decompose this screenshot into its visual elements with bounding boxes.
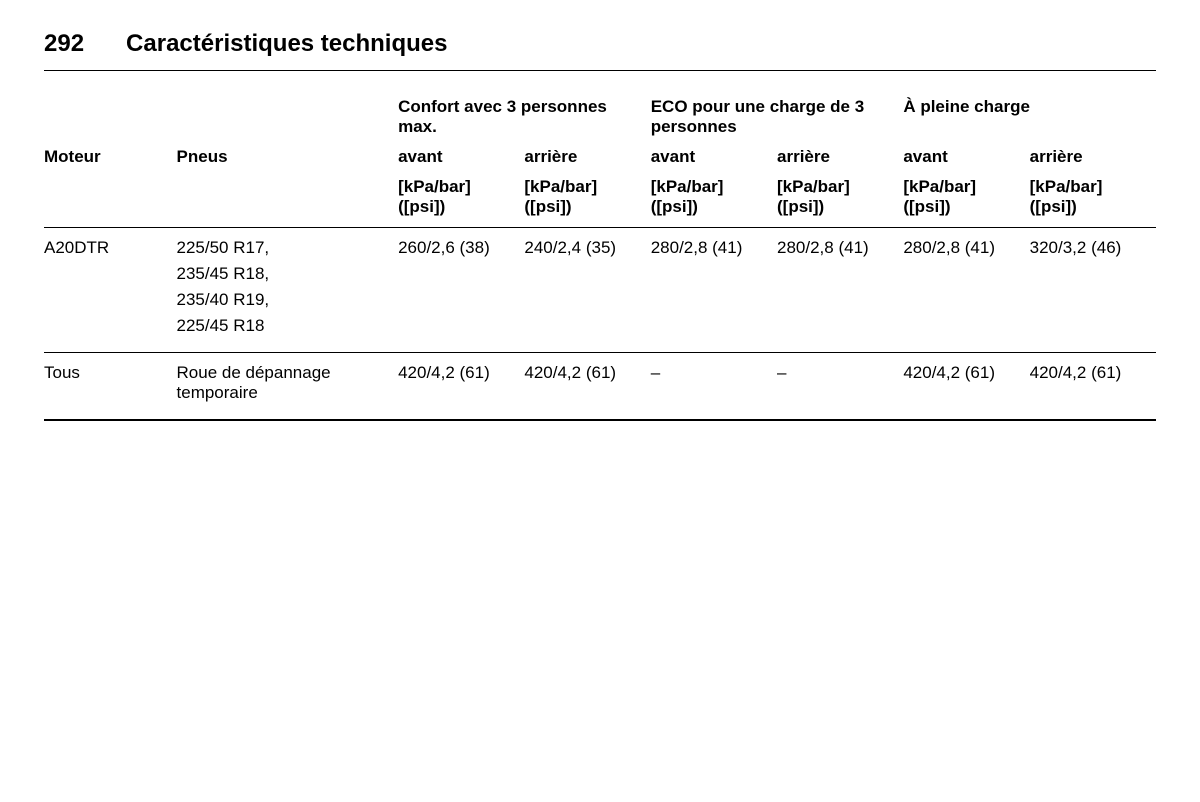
col-pneus: Pneus [177, 143, 399, 173]
col-full-front: avant [903, 143, 1029, 173]
cell-value: – [651, 353, 777, 421]
group-header-row: Confort avec 3 personnes max. ECO pour u… [44, 97, 1156, 143]
col-comfort-rear: arrière [524, 143, 650, 173]
tyre-line: 235/40 R19, [177, 290, 393, 316]
unit-cell: [kPa/bar] ([psi]) [398, 173, 524, 228]
tyre-line: Roue de dépannage temporaire [177, 363, 393, 409]
cell-value: 280/2,8 (41) [903, 228, 1029, 353]
group-eco: ECO pour une charge de 3 personnes [651, 97, 904, 143]
table-row: A20DTR 225/50 R17, 235/45 R18, 235/40 R1… [44, 228, 1156, 353]
tyre-line: 225/45 R18 [177, 316, 393, 342]
cell-value: 420/4,2 (61) [398, 353, 524, 421]
cell-pneus: 225/50 R17, 235/45 R18, 235/40 R19, 225/… [177, 228, 399, 353]
tyre-line: 225/50 R17, [177, 238, 393, 264]
cell-value: 320/3,2 (46) [1030, 228, 1156, 353]
col-comfort-front: avant [398, 143, 524, 173]
unit-cell: [kPa/bar] ([psi]) [651, 173, 777, 228]
group-full: À pleine charge [903, 97, 1156, 143]
page-header: 292 Caractéristiques techniques [44, 30, 1156, 71]
col-full-rear: arrière [1030, 143, 1156, 173]
tyre-line: 235/45 R18, [177, 264, 393, 290]
cell-value: 420/4,2 (61) [1030, 353, 1156, 421]
unit-cell: [kPa/bar] ([psi]) [1030, 173, 1156, 228]
cell-value: 240/2,4 (35) [524, 228, 650, 353]
cell-pneus: Roue de dépannage temporaire [177, 353, 399, 421]
cell-value: 280/2,8 (41) [651, 228, 777, 353]
unit-cell: [kPa/bar] ([psi]) [903, 173, 1029, 228]
col-moteur: Moteur [44, 143, 177, 173]
cell-moteur: Tous [44, 353, 177, 421]
cell-value: 420/4,2 (61) [524, 353, 650, 421]
sub-header-row: Moteur Pneus avant arrière avant arrière… [44, 143, 1156, 173]
cell-moteur: A20DTR [44, 228, 177, 353]
cell-value: 260/2,6 (38) [398, 228, 524, 353]
cell-value: 420/4,2 (61) [903, 353, 1029, 421]
unit-cell: [kPa/bar] ([psi]) [524, 173, 650, 228]
unit-cell: [kPa/bar] ([psi]) [777, 173, 903, 228]
col-eco-rear: arrière [777, 143, 903, 173]
cell-value: 280/2,8 (41) [777, 228, 903, 353]
page-title: Caractéristiques techniques [126, 30, 447, 58]
col-eco-front: avant [651, 143, 777, 173]
cell-value: – [777, 353, 903, 421]
unit-row: [kPa/bar] ([psi]) [kPa/bar] ([psi]) [kPa… [44, 173, 1156, 228]
pressure-table: Confort avec 3 personnes max. ECO pour u… [44, 97, 1156, 421]
group-comfort: Confort avec 3 personnes max. [398, 97, 651, 143]
table-row: Tous Roue de dépannage temporaire 420/4,… [44, 353, 1156, 421]
page-number: 292 [44, 30, 84, 58]
